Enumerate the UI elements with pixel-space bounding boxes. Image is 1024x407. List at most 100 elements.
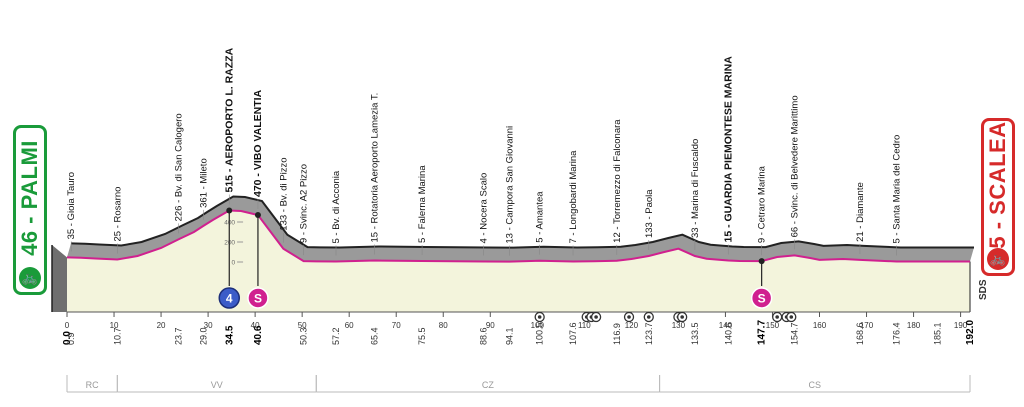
- place-label: 33 - Marina di Fuscaldo: [690, 139, 701, 238]
- km-label: 23.7: [173, 327, 183, 345]
- place-label: 5 - Amantea: [535, 191, 546, 243]
- place-label: 5 - Bv. di Acconia: [331, 170, 342, 243]
- km-label: 154.7: [790, 322, 800, 345]
- hazard-icon-core: [646, 315, 651, 319]
- km-label: 65.4: [370, 327, 380, 345]
- profile-ridge: [67, 196, 974, 262]
- x-tick-label: 120: [625, 321, 639, 330]
- x-tick-label: 150: [766, 321, 780, 330]
- place-label: 35 - Gioia Tauro: [66, 172, 77, 239]
- x-tick-label: 180: [907, 321, 921, 330]
- place-label: 15 - Rotatoria Aeroporto Lamezia T.: [370, 93, 381, 243]
- place-label: 515 - AEROPORTO L. RAZZA: [223, 47, 235, 192]
- x-tick-label: 20: [157, 321, 166, 330]
- x-tick-label: 0: [65, 321, 70, 330]
- climb-marker-dot: [226, 207, 233, 214]
- place-label: 15 - GUARDIA PIEMONTESE MARINA: [722, 56, 734, 243]
- km-label: 192.0: [965, 320, 976, 345]
- hazard-icon-core: [789, 315, 794, 319]
- finish-sign: 5 - SCALEA 🚲: [981, 118, 1015, 276]
- km-label: 133.5: [690, 322, 700, 345]
- place-label: 13 - Campora San Giovanni: [505, 126, 516, 244]
- place-label: 470 - VIBO VALENTIA: [252, 89, 264, 197]
- hazard-icon-core: [537, 315, 542, 319]
- place-label: 21 - Diamante: [855, 182, 866, 242]
- x-tick-label: 100: [531, 321, 545, 330]
- km-label: 50.3: [299, 327, 309, 345]
- km-label: 100.5: [535, 322, 545, 345]
- km-label: 140.6: [723, 322, 733, 345]
- place-label: 133 - Paola: [644, 189, 655, 238]
- place-label: 66 - Svinc. di Belvedere Marittimo: [790, 95, 801, 237]
- y-tick-label: 0: [231, 260, 235, 267]
- region-label: CZ: [482, 380, 494, 390]
- km-label: 116.9: [612, 323, 622, 345]
- km-label: 168.6: [855, 322, 865, 345]
- km-label: 107.6: [568, 322, 578, 345]
- km-label: 0.9: [66, 332, 76, 345]
- profile-left-side: [52, 245, 67, 312]
- sprint-badge-text: S: [758, 292, 766, 306]
- x-tick-label: 10: [110, 321, 119, 330]
- x-tick-label: 60: [345, 321, 354, 330]
- hazard-icon-core: [680, 315, 684, 319]
- place-label: 361 - Mileto: [198, 158, 209, 208]
- place-label: 9 - Cetraro Marina: [757, 165, 768, 243]
- x-tick-label: 160: [813, 321, 827, 330]
- place-label: 9 - Svinc. A2 Pizzo: [299, 164, 310, 243]
- x-tick-label: 130: [672, 321, 686, 330]
- x-tick-label: 30: [204, 321, 213, 330]
- x-tick-label: 70: [392, 321, 401, 330]
- km-label: 176.4: [892, 322, 902, 345]
- place-label: 7 - Longobardi Marina: [568, 150, 579, 244]
- x-tick-label: 40: [251, 321, 260, 330]
- hazard-icon-core: [594, 315, 598, 319]
- bicycle-icon: 🚲: [987, 248, 1009, 270]
- km-label: 185.1: [933, 322, 943, 345]
- climb-badge-icon: [218, 287, 241, 309]
- km-label: 94.1: [505, 327, 515, 345]
- sprint-marker-dot: [254, 212, 261, 218]
- km-label: 0.0: [62, 331, 73, 345]
- km-label: 10.7: [112, 327, 122, 345]
- climb-badge-text: 4: [226, 292, 233, 306]
- km-label: 147.7: [757, 320, 768, 345]
- km-label: 57.2: [331, 327, 341, 345]
- place-label: 226 - Bv. di San Calogero: [173, 113, 184, 221]
- x-tick-label: 110: [578, 321, 591, 330]
- place-label: 4 - Nocera Scalo: [479, 173, 490, 244]
- hazard-icon-core: [775, 315, 779, 319]
- bicycle-icon: 🚲: [19, 267, 41, 289]
- profile-ground: [67, 210, 970, 312]
- start-sign: 46 - PALMI 🚲: [13, 125, 47, 295]
- x-tick-label: 140: [719, 321, 733, 330]
- x-tick-label: 90: [486, 321, 495, 330]
- km-label: 123.7: [644, 322, 654, 345]
- region-label: VV: [211, 380, 223, 390]
- x-tick-label: 50: [298, 321, 307, 330]
- km-label: 34.5: [224, 325, 235, 345]
- route-line: [66, 209, 970, 263]
- place-label: 25 - Rosarno: [112, 187, 123, 242]
- place-label: 133 - Bv. di Pizzo: [278, 157, 289, 230]
- place-label: 5 - Falerna Marina: [417, 165, 428, 243]
- km-label: 40.6: [253, 325, 264, 345]
- x-tick-label: 170: [860, 321, 874, 330]
- sprint-badge-icon: [247, 287, 269, 309]
- hazard-icon-core: [627, 315, 631, 319]
- km-label: 75.5: [417, 327, 427, 345]
- place-label: 12 - Torremezzo di Falconara: [612, 119, 623, 243]
- x-tick-label: 80: [439, 321, 448, 330]
- sprint-badge-icon: [750, 287, 773, 309]
- sprint-marker-dot: [758, 258, 765, 265]
- region-label: RC: [86, 380, 99, 390]
- sprint-badge-text: S: [254, 292, 262, 306]
- brand-logo-text: SDS: [978, 279, 989, 300]
- place-label: 5 - Santa Maria del Cedro: [892, 135, 903, 244]
- region-label: CS: [809, 380, 822, 390]
- profile-ridge-edge: [70, 195, 974, 249]
- km-label: 88.6: [479, 327, 489, 345]
- x-tick-label: 190: [954, 321, 968, 330]
- km-label: 29.0: [198, 327, 208, 345]
